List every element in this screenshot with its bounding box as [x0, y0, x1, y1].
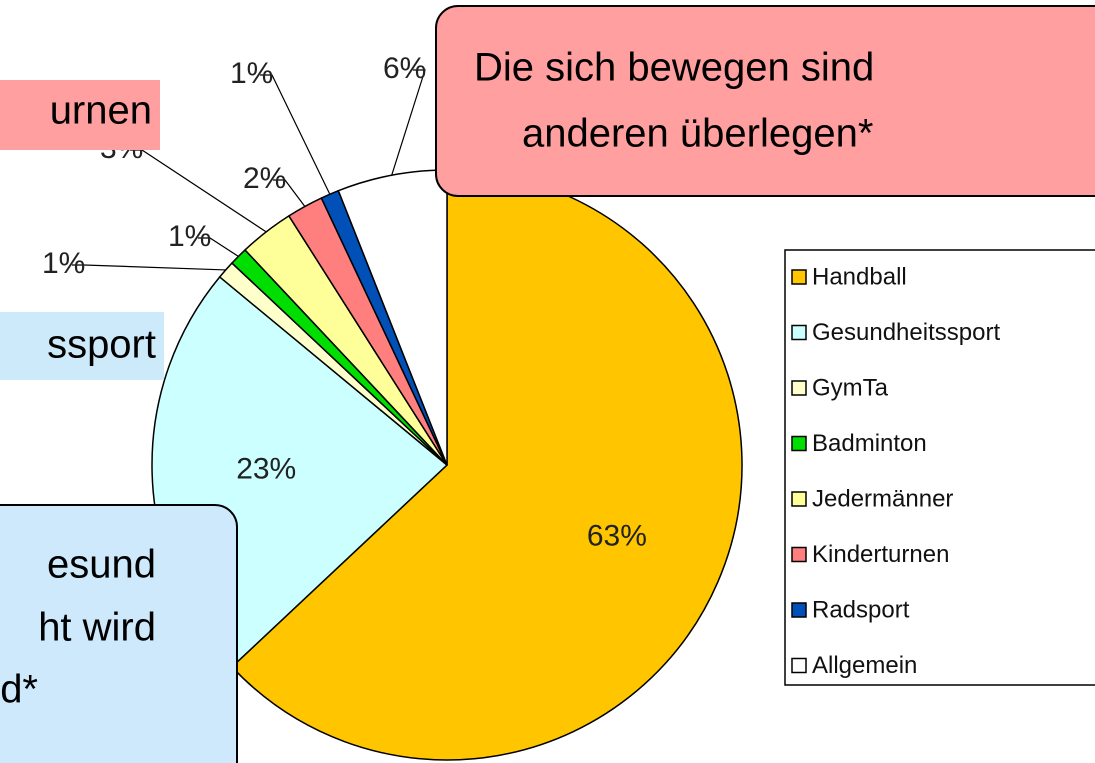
callout-text: esund: [47, 543, 156, 587]
legend-label: Jedermänner: [812, 485, 953, 512]
legend-label: Handball: [812, 263, 907, 290]
legend-swatch: [791, 324, 807, 341]
legend-swatch: [791, 435, 807, 452]
data-label: 23%: [236, 453, 296, 486]
legend-swatch: [791, 269, 807, 285]
callout-kinderturnen: urnen: [0, 80, 160, 150]
callout-text: d*: [0, 668, 38, 712]
data-label: 1%: [42, 247, 85, 280]
data-label: 6%: [383, 52, 426, 85]
data-label: 1%: [230, 57, 273, 90]
callout-gesundheitssport: ssport: [0, 312, 164, 380]
pie-slice: [230, 169, 743, 761]
data-label: 2%: [243, 162, 286, 195]
legend-label: Radsport: [812, 596, 910, 623]
legend: Handball Gesundheitssport GymTa Badminton Je…: [784, 249, 1095, 686]
callout-box: [0, 312, 164, 380]
callout-text: Die sich bewegen sind: [474, 46, 874, 90]
data-label: 1%: [168, 220, 211, 253]
legend-box: [784, 249, 1095, 686]
callout-box: [0, 80, 160, 150]
pie: 63%23%1%1%3%2%1%6%: [42, 52, 743, 761]
leader-line: [198, 237, 239, 257]
callout-gesund: esund ht wird d*: [0, 504, 238, 763]
callout-box: [435, 5, 1095, 197]
legend-swatch: [791, 380, 807, 396]
leader-line: [391, 69, 426, 176]
callout-top: Die sich bewegen sind anderen überlegen*: [435, 5, 1095, 197]
legend-swatch: [791, 657, 807, 674]
data-label: 63%: [587, 520, 647, 553]
callout-text: ssport: [47, 323, 156, 367]
callout-text: anderen überlegen*: [522, 112, 873, 156]
callout-text: urnen: [50, 89, 152, 133]
legend-swatch: [791, 602, 807, 618]
callout-box: [0, 504, 238, 763]
callout-text: ht wird: [38, 606, 156, 650]
legend-label: Badminton: [812, 430, 927, 457]
leader-line: [260, 74, 331, 195]
legend-swatch: [791, 546, 807, 563]
legend-swatch: [791, 491, 807, 507]
legend-label: GymTa: [812, 374, 889, 401]
leader-line: [72, 264, 226, 271]
leader-line: [273, 179, 306, 207]
legend-label: Allgemein: [812, 652, 917, 679]
legend-label: Gesundheitssport: [812, 319, 1000, 346]
legend-label: Kinderturnen: [812, 541, 949, 568]
